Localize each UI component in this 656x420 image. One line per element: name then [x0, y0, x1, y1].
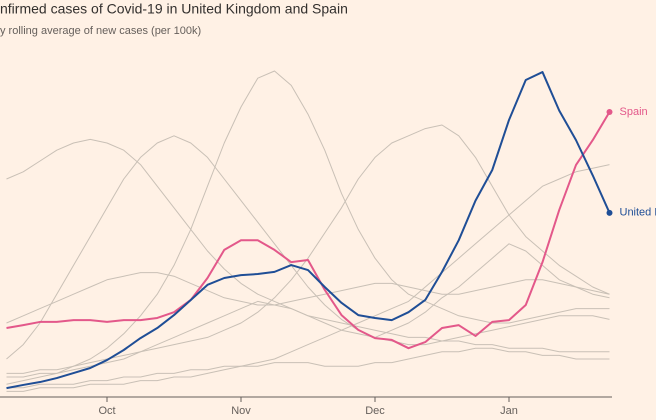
background-line — [6, 70, 610, 385]
x-tick-label: Nov — [231, 405, 251, 417]
x-tick-label: Dec — [365, 405, 385, 417]
end-dot — [606, 209, 613, 216]
background-line — [6, 164, 610, 392]
background-line — [6, 138, 610, 353]
chart-title: nfirmed cases of Covid-19 in United King… — [0, 1, 348, 17]
background-line — [6, 347, 610, 389]
series-line — [6, 111, 611, 350]
series-label: Spain — [620, 106, 648, 118]
x-tick-label: Jan — [500, 405, 518, 417]
background-line — [6, 272, 610, 324]
end-dot — [606, 109, 613, 116]
series-line — [6, 71, 611, 390]
chart-subtitle: y rolling average of new cases (per 100k… — [0, 25, 201, 37]
background-line — [6, 135, 610, 360]
series-label: United K — [620, 207, 656, 219]
x-tick-label: Oct — [98, 405, 115, 417]
